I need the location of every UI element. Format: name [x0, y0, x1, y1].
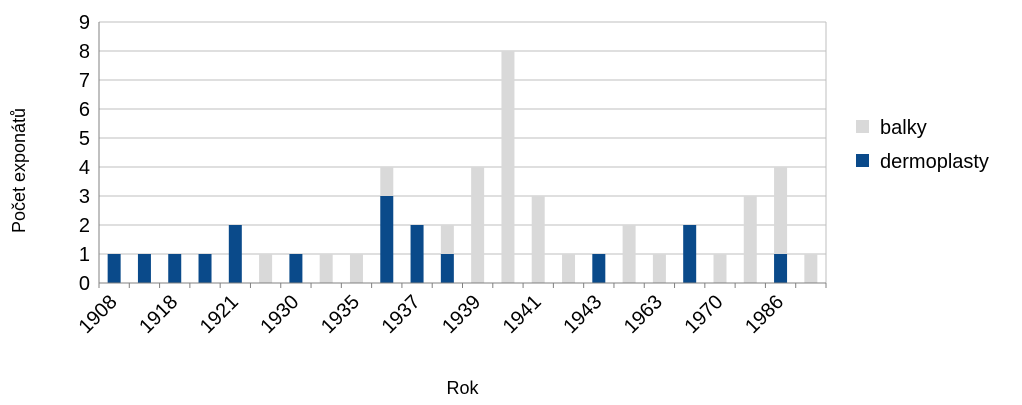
bar-balky-8 — [349, 254, 363, 283]
axes — [98, 22, 827, 288]
bar-dermoplasty-4 — [228, 225, 242, 283]
x-tick-label: 1908 — [75, 291, 122, 338]
bar-balky-23 — [804, 254, 818, 283]
bar-balky-13 — [501, 51, 515, 283]
x-tick-label: 1935 — [317, 291, 364, 338]
x-tick-label: 1986 — [741, 291, 788, 338]
x-tick-label: 1918 — [135, 291, 182, 338]
bar-balky-22 — [774, 167, 788, 254]
bar-dermoplasty-11 — [440, 254, 454, 283]
x-tick-label: 1970 — [680, 291, 727, 338]
bar-dermoplasty-10 — [410, 225, 424, 283]
x-tick-labels: 1908 1918 1921 1930 1935 1937 1939 1941 1943 1963… — [75, 291, 788, 338]
bar-dermoplasty-3 — [198, 254, 212, 283]
bar-dermoplasty-1 — [137, 254, 151, 283]
bar-dermoplasty-0 — [107, 254, 121, 283]
y-tick-label: 0 — [79, 273, 90, 295]
y-tick-labels: 0 1 2 3 4 5 6 7 8 9 — [79, 12, 90, 295]
y-tick-label: 8 — [79, 41, 90, 63]
x-tick-label: 1937 — [378, 291, 425, 338]
x-tick-label: 1921 — [196, 291, 243, 338]
bar-balky-11 — [440, 225, 454, 254]
x-tick-label: 1943 — [559, 291, 606, 338]
bars — [107, 51, 818, 283]
legend-swatch-dermoplasty — [856, 154, 869, 167]
bar-balky-5 — [259, 254, 273, 283]
bar-balky-20 — [713, 254, 727, 283]
legend-label-balky: balky — [880, 117, 927, 139]
bar-dermoplasty-9 — [380, 196, 394, 283]
y-tick-label: 1 — [79, 244, 90, 266]
y-tick-label: 4 — [79, 157, 90, 179]
legend: balky dermoplasty — [856, 117, 989, 173]
y-axis-title: Počet exponátů — [9, 108, 29, 233]
bar-dermoplasty-19 — [683, 225, 697, 283]
bar-dermoplasty-16 — [592, 254, 606, 283]
bar-balky-18 — [652, 254, 666, 283]
x-tick-label: 1939 — [438, 291, 485, 338]
bar-balky-17 — [622, 225, 636, 283]
y-tick-label: 3 — [79, 186, 90, 208]
legend-swatch-balky — [856, 120, 869, 133]
legend-label-dermoplasty: dermoplasty — [880, 151, 989, 173]
y-tick-label: 7 — [79, 70, 90, 92]
bar-balky-15 — [562, 254, 576, 283]
bar-balky-21 — [743, 196, 757, 283]
y-tick-label: 5 — [79, 128, 90, 150]
y-tick-label: 6 — [79, 99, 90, 121]
x-axis-title: Rok — [446, 378, 479, 398]
bar-dermoplasty-22 — [774, 254, 788, 283]
bar-dermoplasty-2 — [168, 254, 182, 283]
gridlines — [99, 21, 827, 284]
bar-dermoplasty-6 — [289, 254, 303, 283]
bar-balky-9 — [380, 167, 394, 196]
y-tick-label: 9 — [79, 12, 90, 34]
bar-balky-12 — [471, 167, 485, 283]
bar-balky-7 — [319, 254, 333, 283]
x-tick-label: 1963 — [620, 291, 667, 338]
x-tick-label: 1930 — [256, 291, 303, 338]
y-tick-label: 2 — [79, 215, 90, 237]
bar-balky-14 — [531, 196, 545, 283]
x-tick-label: 1941 — [499, 291, 546, 338]
